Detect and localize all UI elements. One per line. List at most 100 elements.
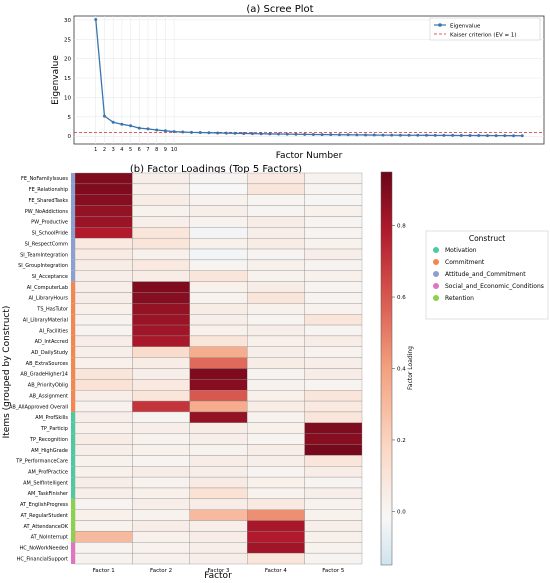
scree-y-tick-label: 20: [64, 57, 71, 63]
heatmap-cell: [189, 172, 248, 185]
construct-color-strip: [71, 173, 75, 564]
scree-x-tick-label: 9: [164, 147, 167, 153]
heatmap-cell: [247, 498, 305, 510]
eigenvalue-point: [485, 134, 489, 138]
heatmap-cell: [132, 379, 190, 391]
heatmap-cell: [247, 335, 305, 347]
construct-strip-cell: [71, 281, 75, 293]
eigenvalue-point: [512, 134, 516, 138]
scree-x-tick-label: 4: [120, 147, 123, 153]
heatmap-cell: [189, 292, 248, 304]
heatmap-cell: [189, 248, 248, 261]
heatmap-cell: [189, 542, 248, 554]
eigenvalue-point: [337, 133, 341, 137]
heatmap-cell: [247, 216, 305, 228]
heatmap-cell: [74, 400, 133, 413]
heatmap-cell: [132, 520, 190, 532]
heatmap-cell: [132, 324, 190, 337]
heatmap-cell: [189, 433, 248, 445]
heatmap-cell: [304, 552, 363, 565]
heatmap-cell: [247, 172, 305, 185]
eigenvalue-point: [268, 132, 272, 136]
eigenvalue-point: [102, 114, 106, 118]
heatmap-cell: [247, 281, 305, 293]
construct-strip-cell: [71, 509, 75, 521]
legend-eigenvalue-label: Eigenvalue: [450, 24, 481, 30]
eigenvalue-point: [425, 133, 428, 137]
eigenvalue-point: [311, 132, 315, 136]
heatmap-cell: [74, 324, 133, 337]
legend-kaiser-label: Kaiser criterion (EV = 1): [450, 33, 517, 39]
eigenvalue-point: [520, 134, 524, 138]
construct-legend-box: [425, 230, 549, 320]
heatmap-cell: [74, 466, 133, 478]
eigenvalue-point: [303, 132, 307, 136]
heatmap-cell: [189, 487, 248, 500]
heatmap-cell: [189, 194, 248, 206]
heatmap-cell: [132, 400, 190, 413]
heatmap-row-label: AT_NoInterrupt: [31, 535, 68, 541]
eigenvalue-point: [459, 133, 463, 137]
heatmap-cell: [304, 194, 363, 206]
heatmap-cell: [132, 281, 190, 293]
construct-strip-cell: [71, 422, 75, 434]
construct-strip-cell: [71, 444, 75, 456]
construct-legend-label: Commitment: [445, 259, 485, 266]
heatmap-row-label: PW_NoAddictions: [25, 209, 69, 215]
heatmap-cell: [189, 314, 248, 326]
eigenvalue-point: [329, 133, 333, 137]
eigenvalue-point: [468, 134, 472, 138]
construct-strip-cell: [71, 303, 75, 315]
eigenvalue-point: [233, 131, 237, 135]
heatmap-cell: [247, 487, 305, 500]
heatmap-cell: [247, 411, 305, 423]
heatmap-cell: [304, 498, 363, 510]
eigenvalue-point: [163, 129, 167, 133]
construct-strip-cell: [71, 433, 75, 445]
construct-strip-cell: [71, 531, 75, 543]
heatmap-cell: [132, 270, 190, 282]
heatmap-cell: [74, 520, 133, 532]
heatmap-cell: [74, 390, 133, 402]
construct-strip-cell: [71, 249, 75, 260]
eigenvalue-point: [120, 122, 124, 126]
eigenvalue-point: [146, 127, 150, 131]
eigenvalue-point: [94, 17, 98, 21]
heatmap-row-label: HC_NoWorkNeeded: [19, 546, 68, 552]
heatmap-cell: [132, 498, 190, 510]
heatmap-cell: [132, 542, 190, 554]
scree-y-tick-label: 10: [64, 95, 71, 101]
eigenvalue-point: [372, 133, 376, 137]
heatmap-cell: [132, 183, 190, 195]
heatmap-row-label: AB_AllApproved Overall: [9, 404, 68, 410]
heatmap-cell: [247, 455, 305, 467]
construct-strip-cell: [71, 455, 75, 467]
heatmap-row-label: AD_IntAccred: [35, 339, 68, 345]
scree-x-ticks: 1 2 3 4 5 6 7 8 9 10: [94, 147, 177, 153]
heatmap-cell: [189, 259, 248, 271]
heatmap-cell: [304, 357, 363, 369]
heatmap-cell: [74, 183, 133, 195]
heatmap-cell: [304, 248, 363, 261]
heatmap-cell: [132, 172, 190, 185]
heatmap-row-label: AT_RegularStudent: [21, 513, 68, 519]
scree-title: (a) Scree Plot: [246, 4, 313, 15]
construct-strip-cell: [71, 346, 75, 358]
eigenvalue-point: [224, 131, 228, 135]
heatmap-cell: [189, 346, 248, 358]
heatmap-cell: [74, 509, 133, 521]
heatmap-row-label: TP_Recognition: [29, 437, 68, 443]
heatmap-cell: [189, 183, 248, 195]
scree-x-tick-label: 5: [129, 147, 132, 153]
heatmap-row-label: TP_Particip: [40, 426, 68, 432]
heatmap-cell: [304, 466, 363, 478]
eigenvalue-point: [181, 130, 185, 134]
heatmap-cell: [132, 205, 190, 217]
heatmap-cell: [189, 270, 248, 282]
eigenvalue-point: [355, 133, 359, 137]
heatmap-cell: [132, 227, 190, 239]
eigenvalue-point: [416, 133, 420, 137]
heatmap-cell: [247, 270, 305, 282]
construct-strip-cell: [71, 520, 75, 532]
